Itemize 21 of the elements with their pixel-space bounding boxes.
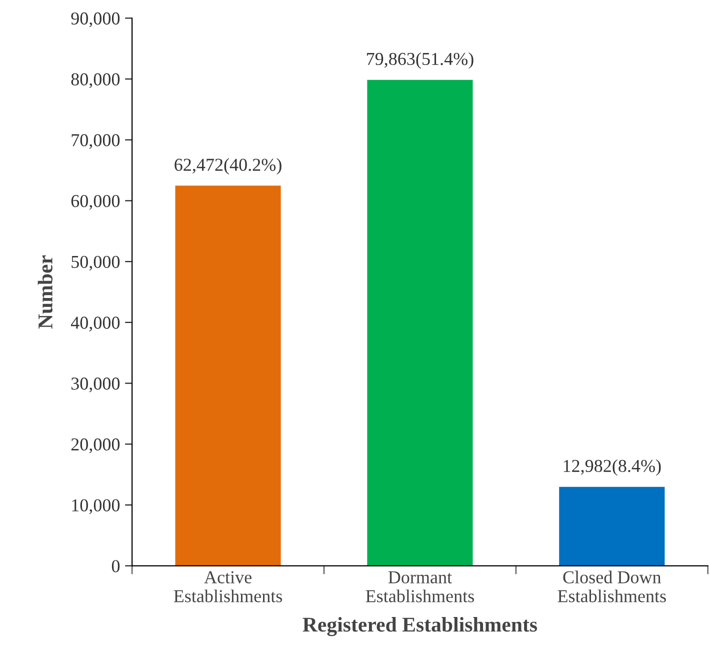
y-tick-label: 70,000 (72, 134, 120, 149)
y-tick-label: 40,000 (70, 316, 120, 332)
y-tick-label: 30,000 (71, 378, 120, 392)
x-tick-label: Active Establishments (174, 571, 282, 602)
data-label: 12,982(8.4%) (564, 459, 661, 476)
x-tick-label: Dormant Establishments (366, 571, 474, 602)
x-tick-label: Closed Down Establishments (558, 570, 666, 602)
data-label: 62,472(40.2%) (174, 158, 282, 175)
y-tick-label: 90,000 (71, 12, 120, 28)
y-tick-label: 0 (112, 560, 120, 572)
y-tick-label: 20,000 (71, 438, 120, 454)
y-tick-label: 60,000 (71, 194, 120, 210)
y-tick-label: 10,000 (72, 499, 120, 514)
bar (367, 80, 473, 566)
bar (559, 486, 665, 566)
y-axis-title: Number (38, 255, 53, 329)
data-label: 79,863(51.4%) (367, 52, 474, 69)
y-tick-label: 80,000 (71, 73, 120, 88)
y-tick-label: 50,000 (72, 256, 120, 271)
bar (175, 186, 281, 566)
x-axis-title: Registered Establishments (302, 617, 538, 636)
